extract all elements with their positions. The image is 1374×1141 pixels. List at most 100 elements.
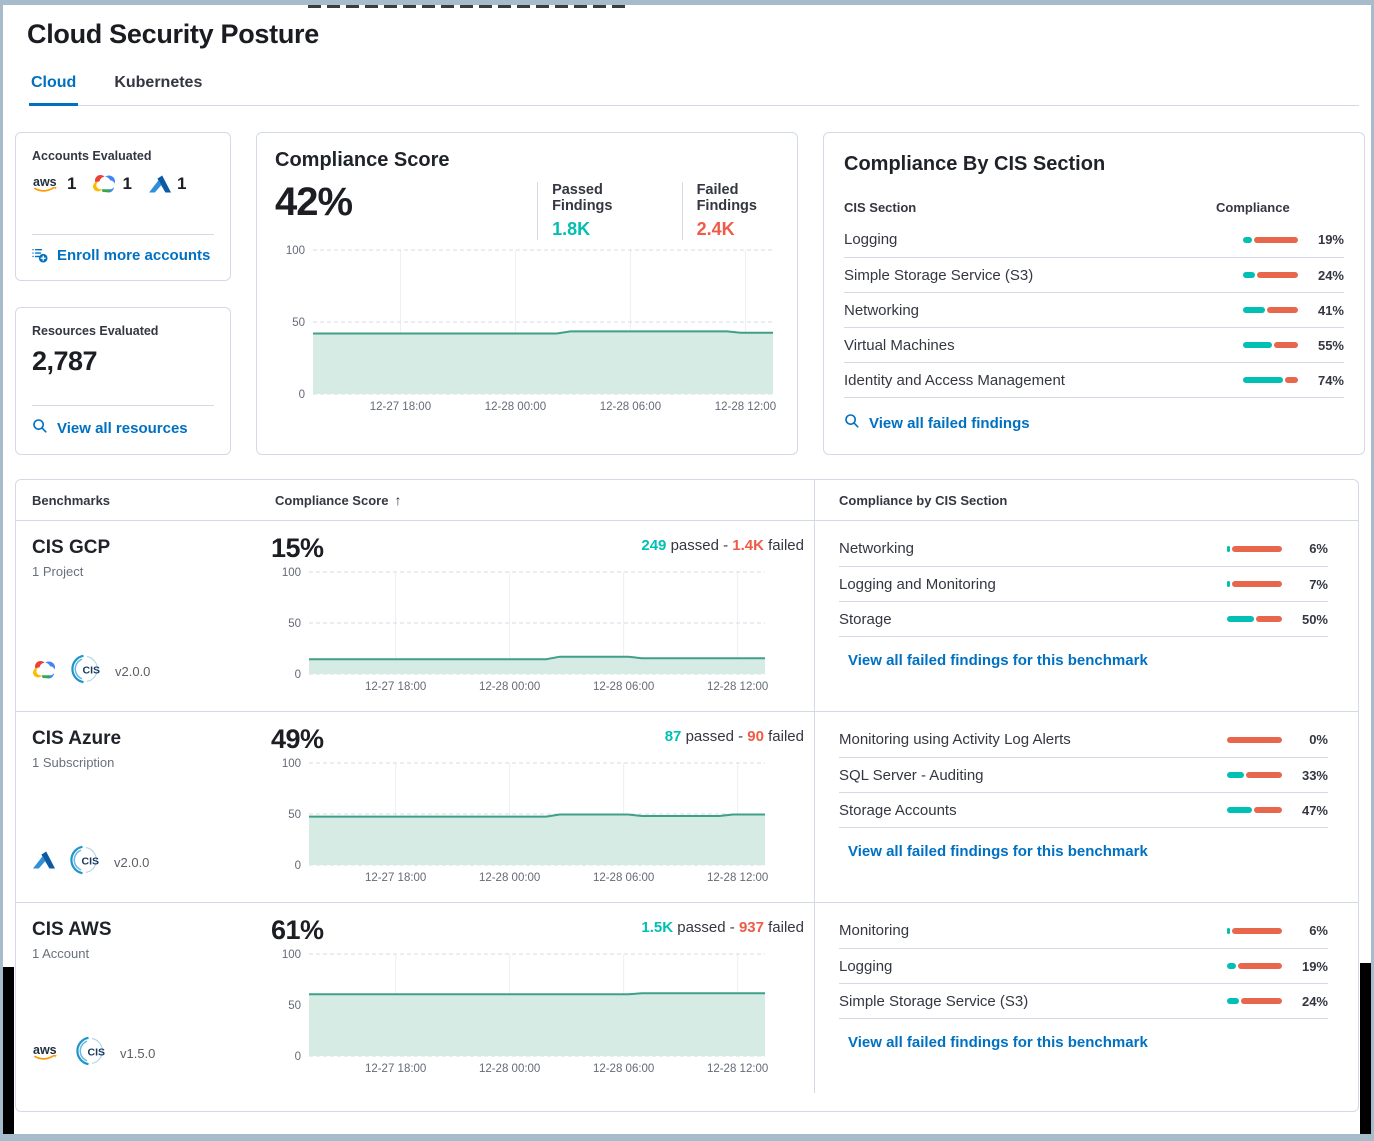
aws-account-count: 1 xyxy=(67,173,77,193)
compliance-percent: 24% xyxy=(1301,993,1328,1009)
bar-failed-segment xyxy=(1285,377,1298,383)
benchmark-compliance-score: 61% xyxy=(271,915,324,945)
failed-findings-stat: Failed Findings 2.4K xyxy=(681,182,781,240)
passed-failed-summary: 249 passed - 1.4K failed xyxy=(641,535,804,554)
passed-failed-summary: 1.5K passed - 937 failed xyxy=(641,917,804,936)
benchmark-account-count: 1 Account xyxy=(32,946,90,961)
compliance-score-card: Compliance Score 42% Passed Findings 1.8… xyxy=(256,132,798,455)
svg-text:12-28 06:00: 12-28 06:00 xyxy=(593,681,654,693)
view-failed-findings-benchmark-link[interactable]: View all failed findings for this benchm… xyxy=(839,1034,1148,1051)
compliance-bullet-bar xyxy=(1243,342,1298,348)
svg-text:CIS: CIS xyxy=(82,856,100,868)
benchmark-name: CIS Azure xyxy=(32,728,122,749)
compliance-by-cis-section-title: Compliance By CIS Section xyxy=(844,153,1106,175)
svg-text:0: 0 xyxy=(295,860,301,872)
svg-text:12-28 12:00: 12-28 12:00 xyxy=(715,401,776,413)
bar-passed-segment xyxy=(1227,545,1230,552)
cis-section-name: Identity and Access Management xyxy=(844,371,1065,389)
account-provider-aws: aws 1 xyxy=(32,174,76,194)
svg-text:12-28 06:00: 12-28 06:00 xyxy=(593,1063,654,1075)
cis-table-header: CIS Section Compliance xyxy=(844,192,1344,222)
cis-section-name: Monitoring xyxy=(839,922,910,939)
benchmark-row: CIS GCP 1 Project CIS v2.0.0 15% 249 pas… xyxy=(16,521,1358,712)
compliance-percent: 50% xyxy=(1301,611,1328,627)
resources-evaluated-card: Resources Evaluated 2,787 View all resou… xyxy=(15,306,231,455)
overall-compliance-score: 42% xyxy=(275,180,353,224)
bar-failed-segment xyxy=(1246,772,1282,778)
cis-section-row: Identity and Access Management 74% xyxy=(844,362,1344,397)
failed-text: failed xyxy=(763,919,804,936)
failed-count: 937 xyxy=(738,919,764,936)
benchmarks-column-header: Benchmarks xyxy=(32,492,111,508)
provider-icon-slot xyxy=(32,659,57,685)
compliance-score-title: Compliance Score xyxy=(275,149,450,171)
svg-text:100: 100 xyxy=(282,758,301,770)
svg-text:50: 50 xyxy=(288,809,301,821)
benchmarks-table-header: Benchmarks Compliance Score ↑ Compliance… xyxy=(16,480,1358,521)
cis-section-row: Networking 6% xyxy=(839,531,1328,566)
view-failed-findings-benchmark-label: View all failed findings for this benchm… xyxy=(848,843,1148,860)
account-provider-counts: aws 1 1 1 xyxy=(32,173,214,194)
svg-text:aws: aws xyxy=(33,175,57,189)
findings-stats: Passed Findings 1.8K Failed Findings 2.4… xyxy=(537,182,781,240)
cis-section-row: Monitoring using Activity Log Alerts 0% xyxy=(839,722,1328,757)
view-failed-findings-benchmark-link[interactable]: View all failed findings for this benchm… xyxy=(839,652,1148,669)
compliance-percent: 7% xyxy=(1309,576,1328,592)
provider-icon-slot xyxy=(32,850,56,875)
view-all-resources-link[interactable]: View all resources xyxy=(32,418,214,438)
benchmark-cis-sections: Networking 6% Logging and Monitoring 7% Stor… xyxy=(839,531,1328,637)
tab-kubernetes[interactable]: Kubernetes xyxy=(114,74,203,91)
bar-passed-segment xyxy=(1243,236,1252,243)
cis-section-row: Storage Accounts 47% xyxy=(839,792,1328,827)
azure-account-count: 1 xyxy=(176,173,187,193)
compliance-percent: 55% xyxy=(1317,337,1344,353)
search-icon xyxy=(845,414,859,428)
svg-text:12-28 06:00: 12-28 06:00 xyxy=(593,872,654,884)
cis-section-name: SQL Server - Auditing xyxy=(839,766,984,784)
account-provider-gcp: 1 xyxy=(92,173,132,194)
cis-benchmark-icon-slot: CIS xyxy=(75,1036,107,1071)
compliance-score-column-header[interactable]: Compliance Score ↑ xyxy=(259,480,814,520)
svg-text:50: 50 xyxy=(288,1000,301,1012)
bar-passed-segment xyxy=(1227,963,1236,969)
view-failed-findings-benchmark-link[interactable]: View all failed findings for this benchm… xyxy=(839,843,1148,860)
svg-text:12-28 00:00: 12-28 00:00 xyxy=(479,1063,540,1075)
compliance-bullet-bar xyxy=(1243,307,1298,313)
compliance-bullet-bar xyxy=(1243,272,1298,278)
failed-count: 90 xyxy=(747,728,764,745)
failed-text: failed xyxy=(763,728,804,745)
svg-text:12-28 12:00: 12-28 12:00 xyxy=(707,1063,768,1075)
gcp-icon xyxy=(33,660,55,678)
compliance-bullet-bar xyxy=(1227,772,1282,778)
cis-benchmark-icon-slot: CIS xyxy=(69,845,101,880)
benchmark-row: CIS AWS 1 Account aws CIS v1.5.0 61% 1.5… xyxy=(16,903,1358,1093)
cis-section-name: Simple Storage Service (S3) xyxy=(844,266,1034,284)
svg-text:12-28 12:00: 12-28 12:00 xyxy=(707,872,768,884)
svg-text:0: 0 xyxy=(295,669,301,681)
bar-passed-segment xyxy=(1227,581,1230,587)
cis-section-row: Simple Storage Service (S3) 24% xyxy=(839,983,1328,1018)
azure-icon xyxy=(33,851,55,869)
bar-passed-segment xyxy=(1243,342,1272,348)
passed-findings-label: Passed Findings xyxy=(552,182,613,214)
search-icon-slot xyxy=(844,413,860,433)
area-chart-svg: 0 50 100 12-27 18:00 12-28 00:00 12-28 06:00 1… xyxy=(282,567,769,693)
benchmark-trend-chart: 0 50 100 12-27 18:00 12-28 00:00 12-28 06:00 1… xyxy=(271,948,814,1083)
bar-passed-segment xyxy=(1243,272,1255,278)
enroll-more-accounts-link[interactable]: Enroll more accounts xyxy=(32,247,214,264)
compliance-score-column-label: Compliance Score xyxy=(275,492,389,508)
svg-text:CIS: CIS xyxy=(88,1047,106,1059)
tab-cloud[interactable]: Cloud xyxy=(29,74,79,106)
cis-section-rows: Logging 19% Simple Storage Service (S3) 24%… xyxy=(844,222,1344,398)
cis-section-row: Storage 50% xyxy=(839,601,1328,636)
view-all-failed-findings-link[interactable]: View all failed findings xyxy=(844,413,1030,433)
bar-failed-segment xyxy=(1256,616,1282,622)
enroll-more-accounts-label: Enroll more accounts xyxy=(57,246,211,264)
bar-failed-segment xyxy=(1254,236,1298,243)
benchmark-compliance-score: 49% xyxy=(271,724,324,754)
bar-failed-segment xyxy=(1241,998,1282,1004)
aws-icon: aws xyxy=(33,1043,57,1060)
svg-text:aws: aws xyxy=(33,1043,57,1057)
view-failed-findings-benchmark-label: View all failed findings for this benchm… xyxy=(848,1034,1148,1051)
